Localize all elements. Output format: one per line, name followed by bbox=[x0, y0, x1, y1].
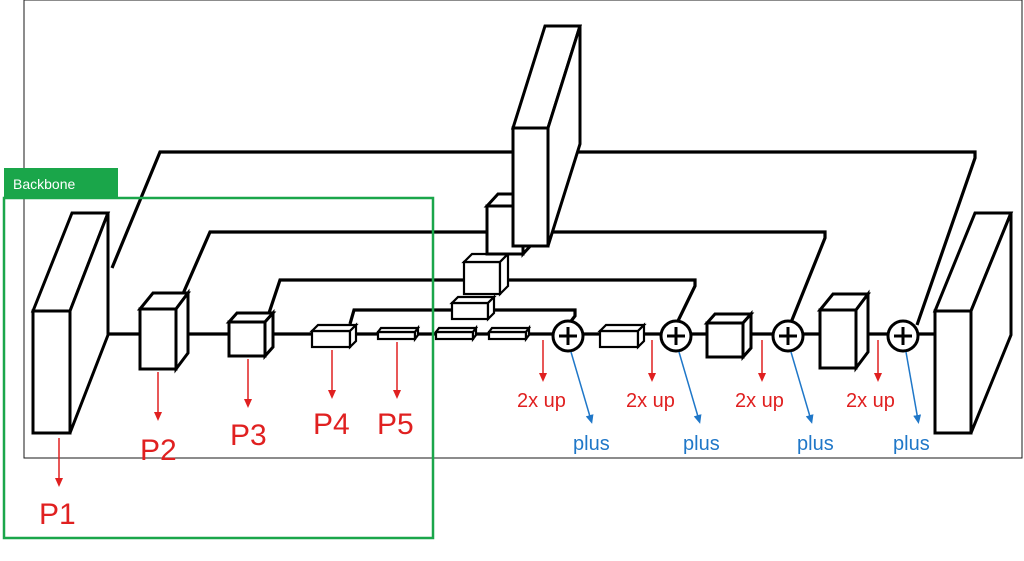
p4-label: P4 bbox=[313, 408, 350, 441]
skip-connection-level3 bbox=[266, 278, 697, 326]
skip-connection-level2 bbox=[180, 230, 827, 326]
figure-frame bbox=[23, 0, 1023, 459]
upsample-label-2: 2x up bbox=[626, 390, 675, 412]
bottleneck-block bbox=[511, 126, 550, 248]
decoder-block-3-side bbox=[854, 289, 870, 373]
merge-label-1: plus bbox=[573, 433, 610, 455]
op-arrows bbox=[539, 340, 922, 424]
encoder-block-extra-2-side bbox=[524, 324, 531, 343]
encoder-block-p3-side bbox=[263, 309, 275, 360]
bottleneck-chain bbox=[449, 24, 583, 322]
encoder-block-extra-1-top bbox=[433, 326, 479, 334]
decoder-block-2 bbox=[705, 321, 745, 359]
encoder-block-p1 bbox=[31, 309, 72, 435]
encoder-block-p2 bbox=[138, 307, 178, 371]
bottleneck-block-side bbox=[546, 25, 582, 247]
encoder-block-p3 bbox=[227, 320, 267, 358]
skip-connection-level4 bbox=[348, 308, 577, 326]
backbone-region bbox=[2, 196, 435, 540]
p1-label: P1 bbox=[39, 498, 76, 531]
encoder-block-extra-1-side bbox=[471, 324, 478, 343]
output-block-side bbox=[969, 212, 1013, 434]
upsample-label-1: 2x up bbox=[517, 390, 566, 412]
encoder-block-p4-side bbox=[348, 322, 358, 350]
encoder-block-p5-top bbox=[375, 326, 421, 334]
chain-block-1-side bbox=[486, 294, 496, 322]
level-arrows bbox=[55, 342, 401, 487]
output-block bbox=[933, 309, 973, 435]
decoder-block-3 bbox=[818, 308, 858, 370]
skip-connections bbox=[110, 150, 977, 326]
encoder-block-p4 bbox=[310, 329, 352, 349]
encoder-block-p2-side bbox=[174, 288, 190, 374]
upsample-label-4: 2x up bbox=[846, 390, 895, 412]
merge-arrow-2 bbox=[678, 351, 702, 424]
decoder-block-1 bbox=[598, 329, 640, 349]
decoder-block-2-side bbox=[741, 310, 753, 361]
merge-label-3: plus bbox=[797, 433, 834, 455]
merge-arrow-4 bbox=[905, 351, 922, 424]
merge-label-4: plus bbox=[893, 433, 930, 455]
plus-circle-icon bbox=[659, 319, 693, 353]
chain-block-2-side bbox=[498, 251, 510, 297]
encoder-block-p5-side bbox=[413, 324, 420, 343]
encoder-block-extra-2-top bbox=[486, 326, 532, 334]
merge-arrow-3 bbox=[790, 351, 814, 424]
level-labels: P1 P2 P3 P4 P5 bbox=[39, 408, 414, 531]
encoder-blocks bbox=[30, 211, 532, 435]
plus-circle-icon bbox=[886, 319, 920, 353]
upsample-label-3: 2x up bbox=[735, 390, 784, 412]
decoder-block-1-side bbox=[636, 322, 646, 350]
encoder-block-p1-side bbox=[68, 212, 110, 434]
plus-circle-icon bbox=[771, 319, 805, 353]
merge-label-2: plus bbox=[683, 433, 720, 455]
p3-label: P3 bbox=[230, 419, 267, 452]
backbone-label: Backbone bbox=[13, 176, 75, 192]
p2-label: P2 bbox=[140, 434, 177, 467]
skip-connection-level1 bbox=[110, 150, 977, 326]
chain-block-2 bbox=[462, 260, 502, 296]
plus-circle-icon bbox=[551, 319, 585, 353]
chain-block-1 bbox=[450, 301, 490, 321]
op-labels: 2x up 2x up 2x up 2x up plus plus plus p… bbox=[517, 390, 930, 455]
decoder-blocks bbox=[597, 211, 1014, 435]
p5-label: P5 bbox=[377, 408, 414, 441]
merge-nodes bbox=[551, 319, 920, 353]
merge-arrow-1 bbox=[570, 351, 594, 424]
backbone-tag bbox=[4, 168, 118, 198]
